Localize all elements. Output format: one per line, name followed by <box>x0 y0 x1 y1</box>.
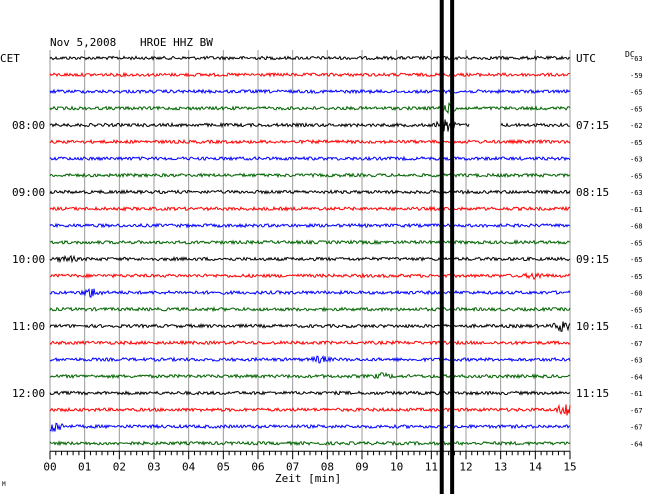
trace-row-10 <box>49 222 571 229</box>
dc-offset-label: -63 <box>630 189 643 197</box>
x-tick-label: 05 <box>217 460 230 473</box>
x-tick-label: 07 <box>286 460 299 473</box>
dc-offset-label: -67 <box>630 424 643 432</box>
dc-offset-label: -65 <box>630 239 643 247</box>
left-time-label: 10:00 <box>12 253 45 266</box>
dc-offset-label: -65 <box>630 105 643 113</box>
trace-row-1 <box>49 71 571 78</box>
right-time-label: 07:15 <box>576 119 609 132</box>
trace-row-13 <box>49 271 571 280</box>
trace-row-16 <box>49 321 571 332</box>
dc-offset-label: -64 <box>630 440 643 448</box>
trace-row-5 <box>49 138 571 145</box>
dc-offset-label: -65 <box>630 89 643 97</box>
x-tick-label: 04 <box>182 460 196 473</box>
trace-row-3 <box>49 101 571 115</box>
x-tick-label: 00 <box>43 460 56 473</box>
trace-row-0 <box>49 55 571 61</box>
left-time-label: 11:00 <box>12 320 45 333</box>
right-time-label: 09:15 <box>576 253 609 266</box>
dc-offset-label: -63 <box>630 357 643 365</box>
dc-offset-label: -61 <box>630 323 643 331</box>
trace-row-18 <box>49 354 571 364</box>
trace-row-7 <box>49 172 571 179</box>
right-time-label: UTC <box>576 52 596 65</box>
dc-offset-label: -65 <box>630 139 643 147</box>
x-axis-label: Zeit [min] <box>275 472 341 485</box>
dc-offset-label: -62 <box>630 122 643 130</box>
x-axis: 00 01 02 03 04 05 06 07 08 09 10 11 12 13 14 15 <box>43 450 577 473</box>
dc-offset-label: -65 <box>630 256 643 264</box>
x-tick-label: 14 <box>529 460 543 473</box>
trace-row-11 <box>49 239 571 246</box>
dc-offset-label: -65 <box>630 172 643 180</box>
right-time-label: 10:15 <box>576 320 609 333</box>
trace-row-23 <box>49 440 571 447</box>
trace-row-19 <box>49 372 571 380</box>
x-tick-label: 11 <box>425 460 438 473</box>
left-time-label: 08:00 <box>12 119 45 132</box>
minute-gridlines <box>49 50 571 452</box>
x-tick-label: 12 <box>459 460 472 473</box>
left-time-label: 12:00 <box>12 387 45 400</box>
trace-row-21 <box>49 403 571 416</box>
dc-offset-label: -60 <box>630 290 643 298</box>
dc-offset-label: -68 <box>630 223 643 231</box>
trace-row-22 <box>49 422 571 433</box>
dc-offset-label: -63 <box>630 55 643 63</box>
trace-row-9 <box>49 205 571 212</box>
trace-row-2 <box>49 88 571 95</box>
dc-offset-label: -63 <box>630 156 643 164</box>
trace-row-14 <box>49 287 571 298</box>
trace-row-8 <box>49 188 571 195</box>
dc-offset-label: -59 <box>630 72 643 80</box>
trace-row-20 <box>49 390 570 396</box>
trace-row-12 <box>49 254 571 264</box>
right-time-label: 11:15 <box>576 387 609 400</box>
row-labels: 08:00 09:00 10:00 11:00 12:00 UTC 07:15 08:15 09… <box>12 52 643 448</box>
dc-offset-label: -65 <box>630 306 643 314</box>
x-tick-label: 03 <box>147 460 160 473</box>
dc-offset-label: -61 <box>630 206 643 214</box>
event-markers <box>439 0 455 494</box>
right-time-label: 08:15 <box>576 186 609 199</box>
x-tick-label: 02 <box>113 460 126 473</box>
trace-rows <box>49 55 571 447</box>
chart-date: Nov 5,2008 <box>50 36 116 49</box>
x-tick-label: 01 <box>78 460 91 473</box>
trace-row-6 <box>49 155 571 162</box>
dc-offset-label: -65 <box>630 273 643 281</box>
dc-offset-label: -61 <box>630 390 643 398</box>
x-tick-label: 10 <box>390 460 403 473</box>
trace-row-15 <box>49 306 571 313</box>
x-tick-label: 15 <box>563 460 576 473</box>
x-tick-label: 13 <box>494 460 507 473</box>
left-zone-label: CET <box>0 52 20 65</box>
dc-offset-label: -64 <box>630 373 643 381</box>
x-tick-label: 09 <box>355 460 368 473</box>
chart-station: HROE HHZ BW <box>140 36 213 49</box>
dc-label: DC <box>625 50 635 59</box>
corner-mark: M <box>2 481 6 488</box>
trace-row-17 <box>49 339 571 346</box>
trace-row-4 <box>49 119 571 132</box>
dc-offset-label: -67 <box>630 340 643 348</box>
x-tick-label: 06 <box>251 460 264 473</box>
x-tick-label: 08 <box>321 460 334 473</box>
dc-offset-label: -67 <box>630 407 643 415</box>
left-time-label: 09:00 <box>12 186 45 199</box>
